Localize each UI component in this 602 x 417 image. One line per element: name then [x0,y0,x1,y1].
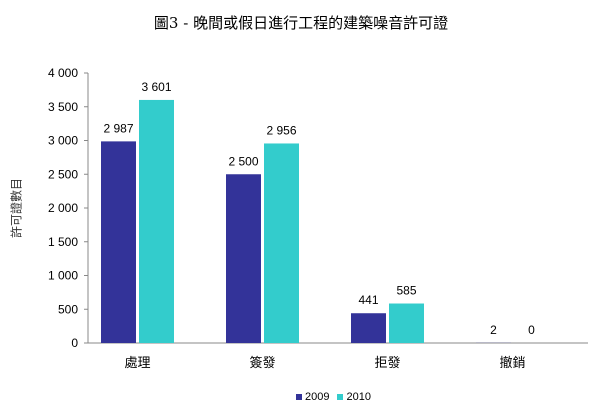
y-tick-label: 0 [71,336,78,350]
y-tick-label: 1 500 [48,235,78,249]
y-tick-label: 4 000 [48,66,78,80]
data-label: 441 [358,293,378,307]
data-label: 585 [396,284,416,298]
x-tick-label: 處理 [124,355,150,370]
data-label: 2 956 [266,123,296,137]
y-tick-label: 1 000 [48,269,78,283]
legend: 2009 2010 [296,391,371,403]
bar-2010 [139,99,174,344]
data-label: 3 601 [141,80,171,94]
y-tick-label: 2 000 [48,201,78,215]
legend-item-2010: 2010 [337,391,371,403]
data-label: 0 [528,323,535,337]
y-tick-label: 3 000 [48,134,78,148]
legend-swatch [296,394,302,400]
legend-label: 2010 [346,391,371,403]
data-label: 2 [490,323,497,337]
y-tick-label: 2 500 [48,167,78,181]
x-tick-label: 簽發 [249,355,275,370]
data-label: 2 987 [103,121,133,135]
legend-label: 2009 [305,391,330,403]
bar-2010 [389,303,424,343]
bar-2009 [351,313,386,343]
x-tick-label: 撤銷 [499,355,525,370]
y-tick-label: 500 [58,302,78,316]
bar-2009 [101,141,136,343]
chart-title: 圖3 - 晚間或假日進行工程的建築噪音許可證 [153,14,449,32]
bar-2010 [264,143,299,343]
legend-swatch [337,394,344,400]
bar-2009 [226,174,261,343]
y-tick-label: 3 500 [48,100,78,114]
x-tick-label: 拒發 [374,355,400,370]
data-label: 2 500 [228,154,258,168]
legend-item-2009: 2009 [296,391,329,403]
